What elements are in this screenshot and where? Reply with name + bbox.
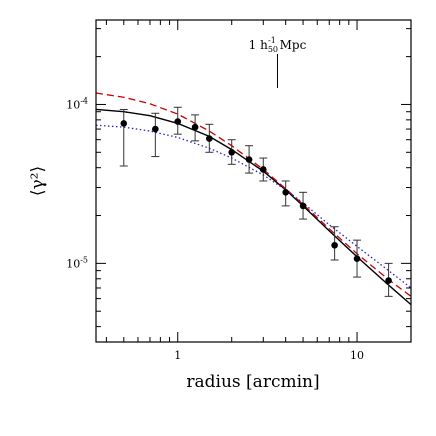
annotation-prefix: 1 h xyxy=(249,38,268,52)
point-marker xyxy=(174,118,182,125)
solid-model-curve xyxy=(96,108,411,306)
x-tick-label: 1 xyxy=(174,349,181,362)
data-point xyxy=(299,191,308,220)
y-axis-label: ⟨γ²⟩ xyxy=(28,166,48,196)
point-marker xyxy=(331,241,338,249)
point-marker xyxy=(228,148,236,156)
annotation-label: 1 h50-1 Mpc xyxy=(249,36,307,54)
y-tick-label: 10-4 xyxy=(66,96,88,111)
point-marker xyxy=(206,135,213,142)
point-marker xyxy=(385,277,392,284)
data-point xyxy=(353,239,362,278)
annotation-sub: 50 xyxy=(268,45,278,54)
x-axis-label: radius [arcmin] xyxy=(186,372,319,392)
data-point xyxy=(173,106,182,135)
point-marker xyxy=(152,125,159,133)
data-point xyxy=(227,139,236,165)
annotation-suffix: Mpc xyxy=(276,38,307,52)
data-point xyxy=(281,180,290,207)
data-point xyxy=(205,123,214,153)
data-point xyxy=(330,226,339,261)
data-point xyxy=(191,114,200,142)
point-marker xyxy=(282,189,289,196)
plot-frame xyxy=(95,19,412,343)
x-tick-label: 10 xyxy=(350,349,364,362)
points-layer xyxy=(119,106,393,297)
point-marker xyxy=(299,202,307,210)
ticks-layer: 1 10 10-5 10-4 xyxy=(66,20,412,362)
annotation-sup: -1 xyxy=(268,36,276,45)
data-point xyxy=(245,145,254,174)
scale-annotation: 1 h50-1 Mpc xyxy=(249,36,307,88)
point-marker xyxy=(191,123,199,131)
point-marker xyxy=(120,120,128,127)
data-point xyxy=(151,112,160,158)
point-marker xyxy=(245,156,253,163)
dashed-model-curve xyxy=(96,92,411,297)
data-point xyxy=(119,108,128,167)
point-marker xyxy=(353,255,361,262)
plot-clip-layer xyxy=(96,92,411,306)
y-tick-label: 10-5 xyxy=(66,255,88,270)
data-point xyxy=(384,262,393,297)
point-marker xyxy=(259,166,267,173)
data-point xyxy=(259,157,268,182)
